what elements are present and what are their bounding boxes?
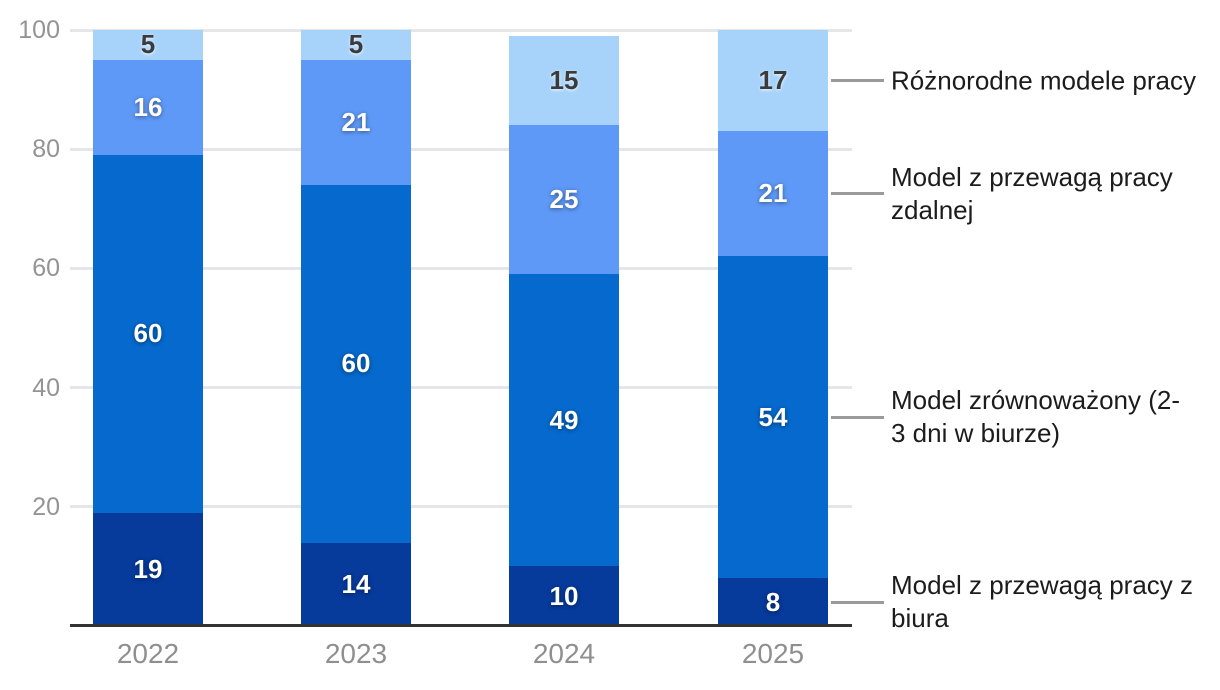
x-tick-label-2023: 2023 (324, 638, 388, 669)
bar-value-label: 16 (133, 91, 163, 122)
bar-segment: 25 (509, 125, 619, 275)
bar-segment: 5 (93, 29, 203, 60)
bar-segment: 17 (718, 30, 828, 132)
legend-connector (831, 192, 884, 196)
bar-value-label: 49 (549, 404, 579, 435)
bar-value-label: 19 (133, 553, 163, 584)
y-tick-label-80: 80 (32, 135, 60, 164)
y-tick-label-60: 60 (32, 254, 60, 283)
bar-value-label: 5 (348, 29, 364, 60)
bar-segment: 21 (301, 59, 411, 185)
x-tick-label-2024: 2024 (532, 638, 596, 669)
bar-value-label: 21 (341, 106, 371, 137)
x-tick-label-2025: 2025 (741, 638, 805, 669)
x-axis-line (70, 624, 852, 627)
bar-segment: 21 (718, 131, 828, 257)
bar-value-label: 54 (758, 401, 788, 432)
gridline-100 (70, 28, 852, 32)
bar-segment: 60 (301, 184, 411, 543)
bar-value-label: 5 (140, 29, 156, 60)
y-tick-label-40: 40 (32, 373, 60, 402)
legend-label: Model zrównoważony (2- 3 dni w biurze) (891, 385, 1181, 449)
bar-segment: 60 (93, 155, 203, 513)
y-tick-label-20: 20 (32, 492, 60, 521)
bar-value-label: 60 (341, 348, 371, 379)
bar-segment: 10 (509, 566, 619, 626)
bar-segment: 49 (509, 274, 619, 567)
gridline-60 (70, 266, 852, 270)
bar-value-label: 17 (758, 65, 788, 96)
bar-value-label: 25 (549, 184, 579, 215)
bar-segment: 8 (718, 578, 828, 626)
legend-connector (831, 415, 884, 419)
bar-value-label: 10 (549, 580, 579, 611)
bar-value-label: 14 (341, 568, 371, 599)
legend-label: Model z przewagą pracy z biura (891, 570, 1194, 634)
y-tick-label-100: 100 (18, 16, 60, 44)
x-tick-label-2022: 2022 (116, 638, 180, 669)
bar-value-label: 15 (549, 65, 579, 96)
legend-label: Różnorodne modele pracy (891, 65, 1196, 96)
bar-value-label: 60 (133, 318, 163, 349)
legend-connector (831, 79, 884, 83)
bar-segment: 54 (718, 256, 828, 579)
gridline-20 (70, 505, 852, 509)
gridline-40 (70, 386, 852, 390)
gridline-80 (70, 147, 852, 151)
bar-segment: 5 (301, 29, 411, 60)
legend-connector (831, 600, 884, 604)
bar-segment: 15 (509, 35, 619, 126)
bar-segment: 19 (93, 512, 203, 626)
bar-segment: 16 (93, 59, 203, 156)
legend-label: Model z przewagą pracy zdalnej (891, 161, 1173, 225)
bar-segment: 14 (301, 542, 411, 626)
bar-value-label: 21 (758, 178, 788, 209)
bar-value-label: 8 (765, 586, 781, 617)
